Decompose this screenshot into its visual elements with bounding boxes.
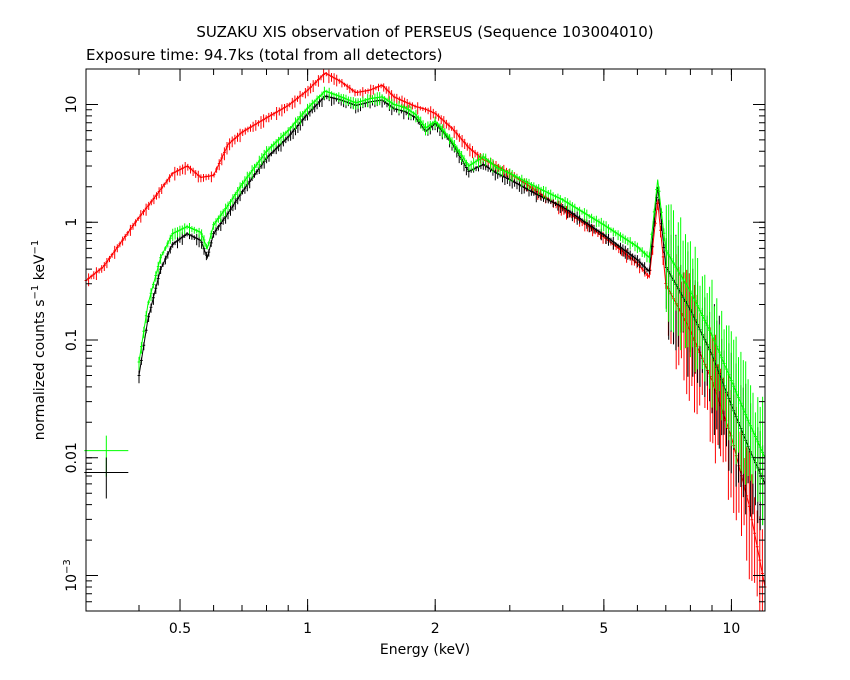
y-tick-label: 10 (64, 96, 80, 114)
series-0-errorbars (84, 69, 767, 611)
x-tick-label: 2 (431, 621, 440, 637)
x-tick-label: 5 (599, 621, 608, 637)
series-0 (84, 69, 767, 611)
legend-marker-1 (84, 457, 129, 499)
series-1-errorbars (137, 92, 764, 531)
x-minor-ticks (85, 69, 732, 611)
annotation-layer (84, 435, 129, 499)
y-tick-label: 0.1 (64, 329, 80, 351)
x-tick-label: 0.5 (169, 621, 191, 637)
series-2-errorbars (137, 86, 764, 526)
series-layer (84, 69, 767, 611)
x-tick-label: 10 (723, 621, 741, 637)
tick-layer: 0.5 1 2 5 10 10 1 0.1 0.01 10−3 (62, 68, 765, 637)
series-2 (137, 86, 766, 526)
series-0-line (85, 72, 766, 588)
y-tick-label: 0.01 (64, 442, 80, 473)
plot-frame (85, 68, 766, 612)
chart-subtitle: Exposure time: 94.7ks (total from all de… (86, 46, 442, 64)
y-axis-label: normalized counts s−1 keV−1 (30, 240, 48, 441)
x-tick-label: 1 (303, 621, 312, 637)
y-tick-label: 10−3 (62, 559, 80, 592)
y-minor-ticks (86, 68, 765, 612)
x-axis-label: Energy (keV) (380, 642, 470, 658)
chart-title: SUZAKU XIS observation of PERSEUS (Seque… (196, 23, 653, 41)
y-tick-label: 1 (64, 218, 80, 227)
